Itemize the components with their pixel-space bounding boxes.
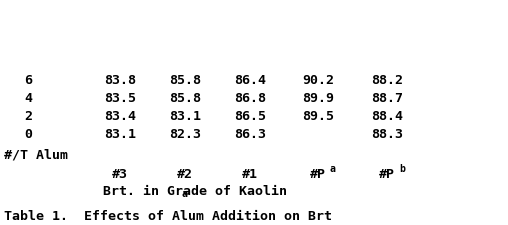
Text: Brt. in Grade of Kaolin: Brt. in Grade of Kaolin <box>103 185 287 198</box>
Text: 0: 0 <box>24 128 32 141</box>
Text: 4: 4 <box>24 92 32 105</box>
Text: #P: #P <box>310 168 326 181</box>
Text: 90.2: 90.2 <box>302 74 334 87</box>
Text: 83.1: 83.1 <box>104 128 136 141</box>
Text: 86.3: 86.3 <box>234 128 266 141</box>
Text: 2: 2 <box>24 110 32 123</box>
Text: 86.5: 86.5 <box>234 110 266 123</box>
Text: a: a <box>181 189 187 199</box>
Text: 86.8: 86.8 <box>234 92 266 105</box>
Text: #/T Alum: #/T Alum <box>4 148 68 161</box>
Text: b: b <box>399 164 405 174</box>
Text: 85.8: 85.8 <box>169 92 201 105</box>
Text: #1: #1 <box>242 168 258 181</box>
Text: #3: #3 <box>112 168 128 181</box>
Text: 82.3: 82.3 <box>169 128 201 141</box>
Text: Table 1.  Effects of Alum Addition on Brt: Table 1. Effects of Alum Addition on Brt <box>4 210 332 223</box>
Text: 88.3: 88.3 <box>371 128 403 141</box>
Text: 83.4: 83.4 <box>104 110 136 123</box>
Text: 88.2: 88.2 <box>371 74 403 87</box>
Text: 85.8: 85.8 <box>169 74 201 87</box>
Text: 83.8: 83.8 <box>104 74 136 87</box>
Text: #2: #2 <box>177 168 193 181</box>
Text: 89.9: 89.9 <box>302 92 334 105</box>
Text: #P: #P <box>379 168 395 181</box>
Text: 88.7: 88.7 <box>371 92 403 105</box>
Text: 6: 6 <box>24 74 32 87</box>
Text: 83.5: 83.5 <box>104 92 136 105</box>
Text: 89.5: 89.5 <box>302 110 334 123</box>
Text: 86.4: 86.4 <box>234 74 266 87</box>
Text: a: a <box>330 164 336 174</box>
Text: 88.4: 88.4 <box>371 110 403 123</box>
Text: 83.1: 83.1 <box>169 110 201 123</box>
